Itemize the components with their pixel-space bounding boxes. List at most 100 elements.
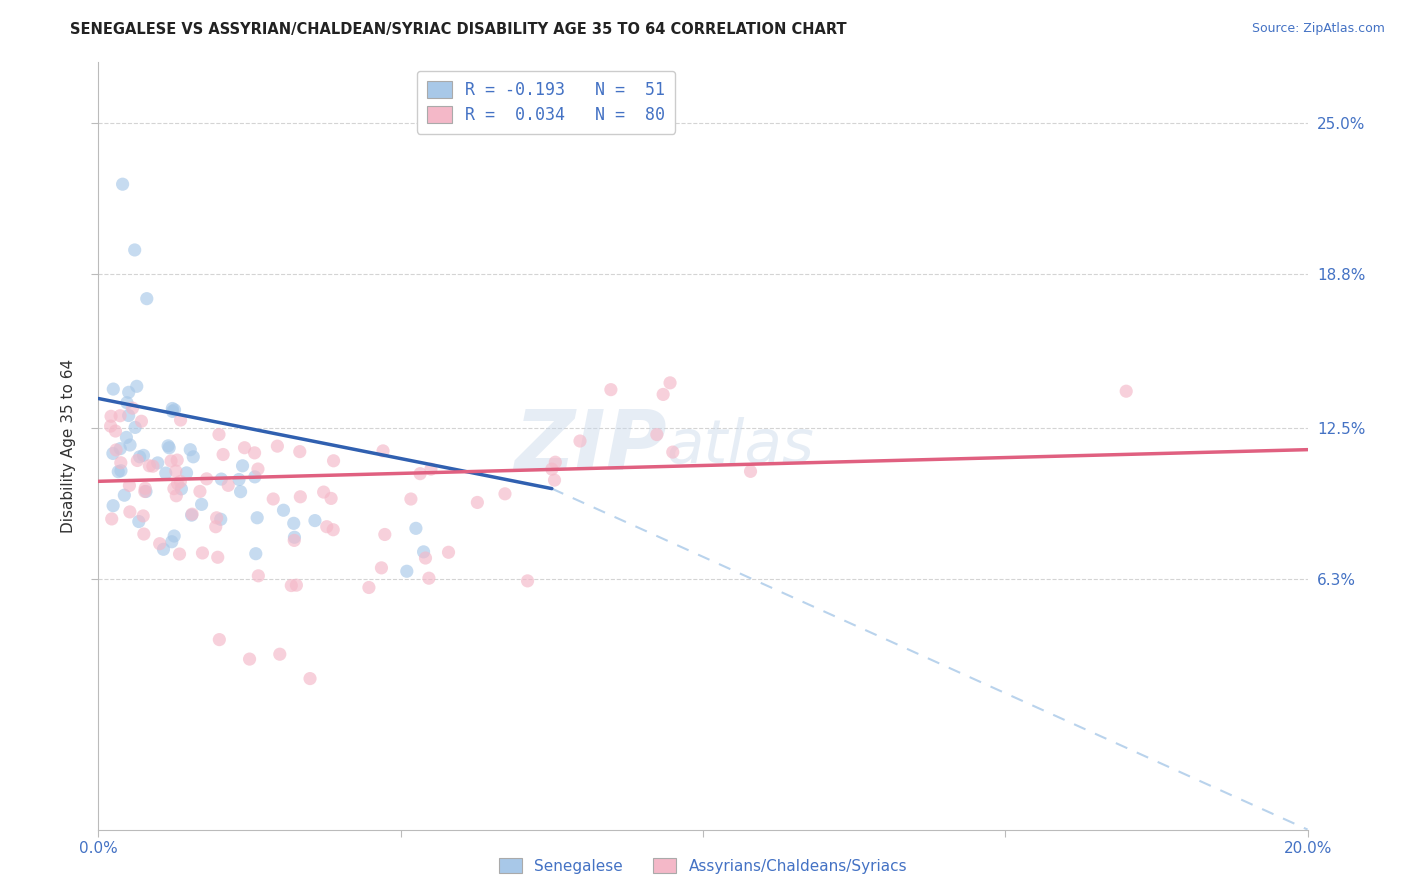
Point	[110, 456, 132, 470]
Point	[181, 450, 204, 464]
Point	[157, 441, 180, 455]
Point	[155, 466, 177, 480]
Point	[195, 472, 218, 486]
Point	[283, 533, 305, 548]
Point	[169, 413, 191, 427]
Text: SENEGALESE VS ASSYRIAN/CHALDEAN/SYRIAC DISABILITY AGE 35 TO 64 CORRELATION CHART: SENEGALESE VS ASSYRIAN/CHALDEAN/SYRIAC D…	[70, 22, 846, 37]
Point	[516, 574, 538, 588]
Point	[149, 537, 172, 551]
Point	[371, 443, 394, 458]
Point	[412, 545, 434, 559]
Point	[110, 442, 132, 456]
Point	[540, 462, 562, 476]
Point	[290, 490, 312, 504]
Point	[322, 523, 344, 537]
Point	[105, 442, 128, 457]
Point	[166, 453, 188, 467]
Point	[112, 488, 135, 502]
Point	[285, 578, 308, 592]
Point	[118, 505, 141, 519]
Point	[209, 472, 232, 486]
Point	[190, 497, 212, 511]
Text: Source: ZipAtlas.com: Source: ZipAtlas.com	[1251, 22, 1385, 36]
Point	[115, 395, 138, 409]
Point	[169, 547, 191, 561]
Point	[209, 512, 232, 526]
Point	[162, 404, 184, 418]
Point	[405, 521, 427, 535]
Point	[304, 514, 326, 528]
Point	[163, 482, 186, 496]
Point	[117, 409, 139, 423]
Point	[544, 455, 567, 469]
Point	[124, 420, 146, 434]
Y-axis label: Disability Age 35 to 64: Disability Age 35 to 64	[60, 359, 76, 533]
Point	[283, 530, 305, 544]
Point	[191, 546, 214, 560]
Point	[233, 441, 256, 455]
Point	[245, 547, 267, 561]
Point	[176, 466, 198, 480]
Point	[740, 464, 762, 478]
Point	[437, 545, 460, 559]
Text: atlas: atlas	[666, 417, 814, 475]
Point	[163, 403, 186, 417]
Point	[319, 491, 342, 506]
Point	[315, 519, 337, 533]
Legend: Senegalese, Assyrians/Chaldeans/Syriacs: Senegalese, Assyrians/Chaldeans/Syriacs	[492, 852, 914, 880]
Point	[166, 476, 188, 491]
Point	[232, 458, 254, 473]
Point	[374, 527, 396, 541]
Point	[205, 511, 228, 525]
Point	[115, 430, 138, 444]
Point	[299, 672, 322, 686]
Point	[246, 510, 269, 524]
Point	[420, 462, 443, 476]
Point	[100, 512, 122, 526]
Point	[659, 376, 682, 390]
Point	[228, 473, 250, 487]
Point	[204, 519, 226, 533]
Point	[128, 450, 150, 464]
Point	[103, 382, 125, 396]
Point	[142, 459, 165, 474]
Point	[239, 652, 262, 666]
Point	[212, 448, 235, 462]
Point	[418, 571, 440, 585]
Point	[101, 446, 124, 460]
Point	[165, 489, 187, 503]
Point	[181, 507, 204, 521]
Point	[138, 458, 160, 473]
Point	[135, 292, 157, 306]
Point	[409, 467, 432, 481]
Point	[208, 427, 231, 442]
Point	[125, 379, 148, 393]
Point	[652, 387, 675, 401]
Point	[169, 475, 191, 489]
Point	[101, 499, 124, 513]
Point	[132, 449, 155, 463]
Point	[131, 414, 153, 428]
Point	[118, 438, 141, 452]
Point	[217, 478, 239, 492]
Point	[163, 529, 186, 543]
Point	[188, 484, 211, 499]
Point	[108, 409, 131, 423]
Point	[467, 495, 489, 509]
Point	[283, 516, 305, 531]
Point	[243, 470, 266, 484]
Point	[370, 561, 392, 575]
Point	[162, 401, 184, 416]
Point	[262, 491, 284, 506]
Point	[322, 454, 344, 468]
Point	[118, 478, 141, 492]
Point	[121, 401, 143, 416]
Point	[100, 419, 122, 434]
Point	[160, 454, 183, 468]
Point	[104, 424, 127, 438]
Point	[661, 445, 683, 459]
Point	[247, 569, 270, 583]
Point	[229, 484, 252, 499]
Point	[157, 439, 180, 453]
Legend: R = -0.193   N =  51, R =  0.034   N =  80: R = -0.193 N = 51, R = 0.034 N = 80	[416, 70, 675, 134]
